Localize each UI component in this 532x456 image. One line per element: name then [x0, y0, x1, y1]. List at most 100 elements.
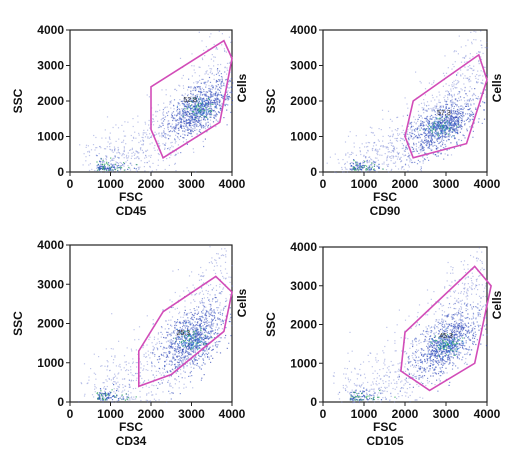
event-point: [219, 352, 222, 354]
event-point: [190, 129, 192, 131]
event-point: [200, 109, 202, 111]
event-point: [369, 160, 371, 162]
event-point: [427, 133, 429, 135]
event-point: [211, 84, 213, 86]
event-point: [201, 87, 204, 89]
event-point: [172, 346, 175, 348]
event-point: [140, 367, 142, 369]
event-point: [200, 112, 202, 114]
event-point: [370, 164, 372, 166]
event-point: [164, 147, 166, 149]
event-point: [421, 147, 423, 150]
event-point: [440, 106, 442, 108]
event-point: [161, 118, 163, 120]
event-point: [163, 102, 165, 104]
event-point: [195, 104, 197, 107]
event-point: [195, 329, 197, 331]
event-point: [426, 115, 429, 117]
event-point: [382, 168, 384, 170]
event-point: [471, 114, 473, 116]
event-point: [133, 154, 135, 156]
event-point: [205, 114, 208, 117]
event-point: [371, 166, 373, 168]
event-point: [204, 329, 206, 331]
event-point: [448, 125, 450, 127]
event-point: [444, 121, 446, 123]
gate-polygon[interactable]: [150, 39, 233, 159]
event-point: [162, 134, 164, 137]
event-point: [194, 121, 196, 123]
event-point: [367, 149, 369, 151]
event-point: [376, 153, 378, 155]
event-point: [204, 363, 206, 365]
event-point: [418, 134, 420, 136]
event-point: [429, 123, 431, 125]
event-point: [218, 292, 220, 294]
event-point: [438, 152, 440, 154]
event-point: [178, 138, 181, 141]
event-point: [95, 387, 97, 389]
event-point: [104, 163, 106, 165]
event-point: [374, 157, 377, 159]
event-point: [170, 360, 172, 362]
event-point: [471, 88, 473, 90]
event-point: [439, 105, 441, 107]
event-point: [88, 379, 90, 381]
event-point: [218, 101, 220, 103]
event-point: [420, 169, 422, 171]
event-point: [105, 171, 107, 173]
event-point: [116, 400, 118, 402]
event-point: [401, 125, 403, 127]
event-point: [212, 315, 214, 317]
event-point: [199, 317, 201, 320]
event-point: [187, 134, 189, 136]
event-point: [174, 383, 176, 385]
event-point: [441, 111, 443, 113]
event-point: [363, 166, 365, 168]
event-point: [220, 109, 222, 111]
event-point: [191, 119, 193, 121]
event-point: [466, 61, 468, 63]
event-point: [185, 323, 187, 325]
event-point: [446, 128, 448, 130]
event-point: [127, 395, 130, 397]
event-point: [435, 147, 437, 149]
event-point: [185, 106, 188, 108]
event-point: [182, 332, 184, 334]
event-point: [187, 322, 189, 324]
event-point: [199, 367, 201, 369]
event-point: [210, 92, 212, 94]
event-point: [184, 343, 186, 345]
event-point: [192, 362, 194, 364]
event-point: [430, 125, 432, 127]
event-point: [100, 171, 102, 173]
event-point: [449, 115, 451, 117]
event-point: [201, 113, 203, 115]
event-point: [172, 343, 174, 345]
gate-polygon[interactable]: [404, 53, 488, 159]
event-point: [171, 145, 173, 147]
event-point: [212, 85, 214, 87]
event-point: [435, 131, 437, 133]
event-point: [368, 156, 370, 158]
event-point: [186, 143, 188, 145]
event-point: [205, 321, 207, 323]
event-point: [209, 336, 211, 338]
event-point: [180, 123, 182, 126]
event-point: [137, 151, 139, 153]
event-point: [178, 387, 180, 389]
event-point: [185, 325, 188, 327]
event-point: [180, 360, 183, 362]
event-point: [151, 361, 153, 363]
event-point: [121, 153, 123, 155]
event-point: [151, 135, 153, 137]
event-point: [115, 396, 117, 398]
event-point: [478, 51, 480, 53]
event-point: [178, 113, 180, 116]
event-point: [450, 107, 452, 109]
event-point: [463, 56, 465, 59]
event-point: [113, 384, 115, 386]
event-point: [224, 319, 226, 321]
event-point: [209, 300, 211, 302]
event-point: [163, 346, 165, 348]
